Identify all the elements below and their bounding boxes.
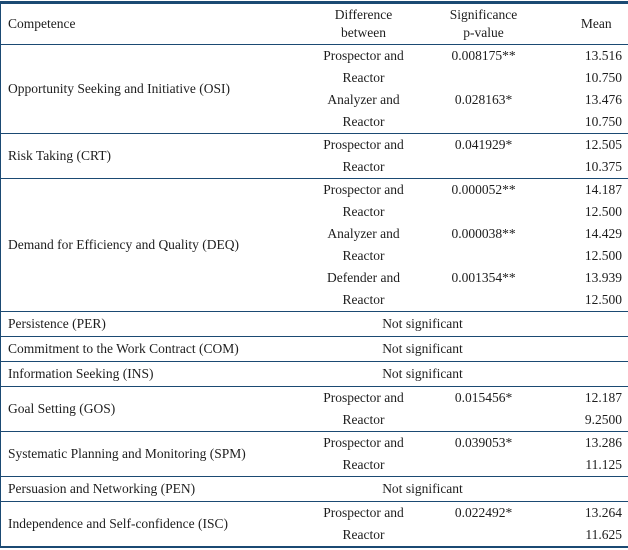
not-significant-cell: Not significant	[303, 312, 543, 337]
header-row: Competence Difference between Significan…	[1, 3, 628, 45]
competence-cell: Systematic Planning and Monitoring (SPM)	[1, 432, 303, 477]
table-row: Persistence (PER)Not significant	[1, 312, 628, 337]
table-row: Demand for Efficiency and Quality (DEQ)P…	[1, 179, 628, 202]
difference-cell: Reactor	[303, 67, 425, 89]
mean-cell: 9.2500	[543, 409, 628, 432]
mean-cell: 10.750	[543, 111, 628, 134]
p-value-cell	[425, 409, 543, 432]
table-header: Competence Difference between Significan…	[1, 3, 628, 45]
difference-cell: Reactor	[303, 524, 425, 547]
difference-cell: Reactor	[303, 409, 425, 432]
mean-cell: 12.500	[543, 245, 628, 267]
mean-cell	[543, 477, 628, 502]
mean-cell	[543, 312, 628, 337]
p-value-cell	[425, 454, 543, 477]
difference-cell: Reactor	[303, 289, 425, 312]
table-row: Information Seeking (INS)Not significant	[1, 362, 628, 387]
difference-cell: Prospector and	[303, 502, 425, 525]
p-value-cell: 0.041929*	[425, 134, 543, 157]
difference-cell: Reactor	[303, 156, 425, 179]
mean-cell: 12.505	[543, 134, 628, 157]
mean-cell: 13.476	[543, 89, 628, 111]
p-value-cell	[425, 67, 543, 89]
competence-cell: Persistence (PER)	[1, 312, 303, 337]
competence-cell: Independence and Self-confidence (ISC)	[1, 502, 303, 548]
difference-cell: Reactor	[303, 201, 425, 223]
table-row: Independence and Self-confidence (ISC)Pr…	[1, 502, 628, 525]
p-value-cell	[425, 156, 543, 179]
mean-cell	[543, 337, 628, 362]
header-significance-p-value: Significance p-value	[425, 3, 543, 45]
p-value-cell: 0.022492*	[425, 502, 543, 525]
competence-cell: Persuasion and Networking (PEN)	[1, 477, 303, 502]
competence-cell: Information Seeking (INS)	[1, 362, 303, 387]
p-value-cell: 0.000052**	[425, 179, 543, 202]
mean-cell: 13.516	[543, 45, 628, 68]
p-value-cell: 0.000038**	[425, 223, 543, 245]
competence-cell: Opportunity Seeking and Initiative (OSI)	[1, 45, 303, 134]
mean-cell: 13.286	[543, 432, 628, 455]
mean-cell: 13.264	[543, 502, 628, 525]
competence-cell: Risk Taking (CRT)	[1, 134, 303, 179]
difference-cell: Analyzer and	[303, 89, 425, 111]
not-significant-cell: Not significant	[303, 362, 543, 387]
mean-cell: 11.625	[543, 524, 628, 547]
table-row: Commitment to the Work Contract (COM)Not…	[1, 337, 628, 362]
table-row: Opportunity Seeking and Initiative (OSI)…	[1, 45, 628, 68]
table-body: Opportunity Seeking and Initiative (OSI)…	[1, 45, 628, 548]
p-value-cell	[425, 201, 543, 223]
p-value-cell: 0.008175**	[425, 45, 543, 68]
header-difference-between: Difference between	[303, 3, 425, 45]
p-value-cell	[425, 524, 543, 547]
difference-cell: Reactor	[303, 454, 425, 477]
p-value-cell	[425, 111, 543, 134]
mean-cell: 12.500	[543, 289, 628, 312]
difference-cell: Analyzer and	[303, 223, 425, 245]
difference-cell: Prospector and	[303, 179, 425, 202]
difference-cell: Prospector and	[303, 134, 425, 157]
p-value-cell: 0.001354**	[425, 267, 543, 289]
header-mean: Mean	[543, 3, 628, 45]
mean-cell: 10.375	[543, 156, 628, 179]
mean-cell: 13.939	[543, 267, 628, 289]
competence-cell: Goal Setting (GOS)	[1, 387, 303, 432]
difference-cell: Reactor	[303, 111, 425, 134]
difference-cell: Reactor	[303, 245, 425, 267]
competence-cell: Commitment to the Work Contract (COM)	[1, 337, 303, 362]
not-significant-cell: Not significant	[303, 477, 543, 502]
mean-cell: 14.429	[543, 223, 628, 245]
mean-cell: 12.500	[543, 201, 628, 223]
mean-cell: 11.125	[543, 454, 628, 477]
mean-cell: 10.750	[543, 67, 628, 89]
p-value-cell	[425, 289, 543, 312]
not-significant-cell: Not significant	[303, 337, 543, 362]
mean-cell: 14.187	[543, 179, 628, 202]
p-value-cell: 0.015456*	[425, 387, 543, 410]
table-row: Systematic Planning and Monitoring (SPM)…	[1, 432, 628, 455]
table-row: Persuasion and Networking (PEN)Not signi…	[1, 477, 628, 502]
difference-cell: Prospector and	[303, 387, 425, 410]
header-competence: Competence	[1, 3, 303, 45]
difference-cell: Prospector and	[303, 45, 425, 68]
mean-cell: 12.187	[543, 387, 628, 410]
difference-cell: Defender and	[303, 267, 425, 289]
difference-cell: Prospector and	[303, 432, 425, 455]
competence-cell: Demand for Efficiency and Quality (DEQ)	[1, 179, 303, 312]
p-value-cell: 0.028163*	[425, 89, 543, 111]
p-value-cell: 0.039053*	[425, 432, 543, 455]
mean-cell	[543, 362, 628, 387]
p-value-cell	[425, 245, 543, 267]
